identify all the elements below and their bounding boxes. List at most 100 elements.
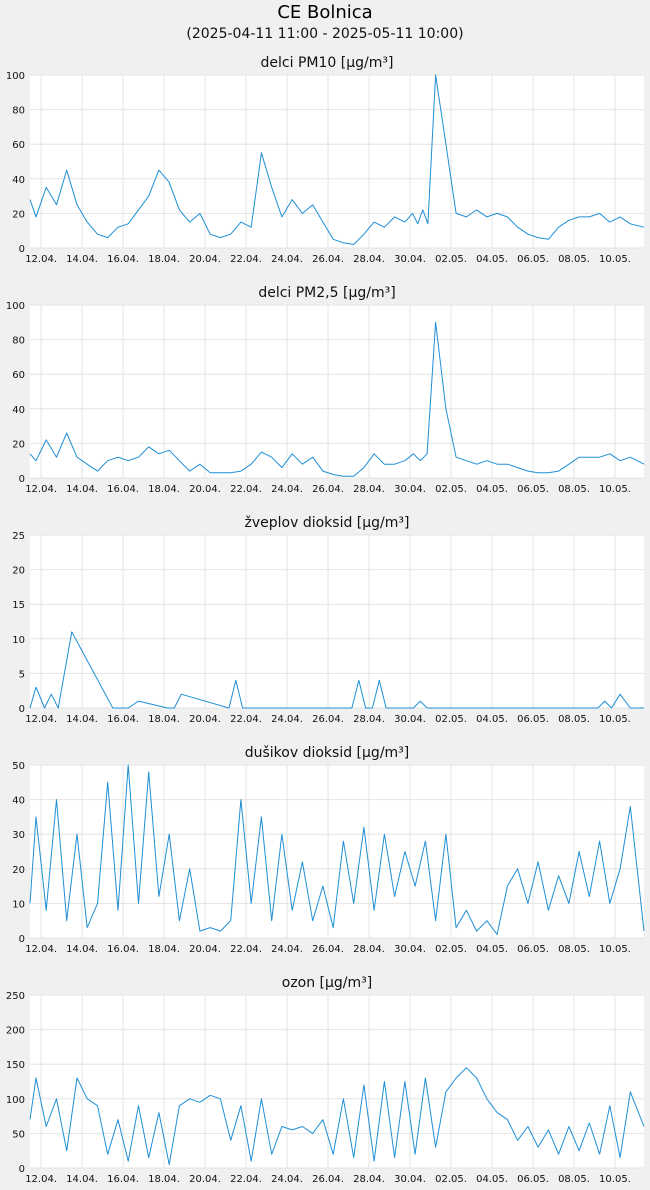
- x-tick-label: 08.05.: [558, 714, 590, 725]
- y-tick-label: 100: [6, 71, 25, 82]
- x-tick-label: 10.05.: [599, 1174, 631, 1185]
- plot-area: [30, 765, 644, 938]
- y-tick-label: 200: [6, 1026, 25, 1037]
- y-tick-label: 100: [6, 1095, 25, 1106]
- x-tick-label: 28.04.: [353, 254, 385, 265]
- y-tick-label: 0: [19, 934, 25, 945]
- chart-title: dušikov dioksid [µg/m³]: [245, 745, 410, 761]
- x-tick-label: 20.04.: [189, 254, 221, 265]
- x-tick-label: 26.04.: [312, 714, 344, 725]
- y-tick-label: 250: [6, 991, 25, 1002]
- x-tick-label: 02.05.: [435, 484, 467, 495]
- chart-title: ozon [µg/m³]: [282, 975, 373, 991]
- x-tick-label: 14.04.: [66, 254, 98, 265]
- x-tick-label: 12.04.: [25, 254, 57, 265]
- y-tick-label: 20: [12, 566, 25, 577]
- x-tick-label: 16.04.: [107, 944, 139, 955]
- x-tick-label: 30.04.: [394, 254, 426, 265]
- x-tick-label: 30.04.: [394, 714, 426, 725]
- y-tick-label: 150: [6, 1060, 25, 1071]
- y-tick-label: 50: [12, 1129, 25, 1140]
- x-tick-label: 18.04.: [148, 714, 180, 725]
- chart-title: delci PM10 [µg/m³]: [261, 55, 394, 71]
- x-tick-label: 28.04.: [353, 714, 385, 725]
- x-tick-label: 30.04.: [394, 1174, 426, 1185]
- chart-title: žveplov dioksid [µg/m³]: [245, 515, 410, 531]
- x-tick-label: 28.04.: [353, 944, 385, 955]
- chart-title: delci PM2,5 [µg/m³]: [258, 285, 395, 301]
- y-tick-label: 50: [12, 761, 25, 772]
- y-tick-label: 0: [19, 244, 25, 255]
- x-tick-label: 02.05.: [435, 1174, 467, 1185]
- chart-3: žveplov dioksid [µg/m³] 0 5 10 15 20 25 12.04. 1…: [12, 515, 644, 725]
- y-tick-label: 0: [19, 704, 25, 715]
- x-tick-label: 10.05.: [599, 714, 631, 725]
- x-tick-label: 24.04.: [271, 254, 303, 265]
- x-tick-label: 22.04.: [230, 944, 262, 955]
- x-tick-label: 12.04.: [25, 714, 57, 725]
- chart-4: dušikov dioksid [µg/m³] 0 10 20 30 40 50 12.04.…: [12, 745, 645, 955]
- y-tick-label: 40: [12, 796, 25, 807]
- x-tick-label: 26.04.: [312, 944, 344, 955]
- y-tick-label: 5: [19, 669, 25, 680]
- x-tick-label: 10.05.: [599, 254, 631, 265]
- x-tick-label: 10.05.: [599, 944, 631, 955]
- y-tick-label: 80: [12, 336, 25, 347]
- x-tick-label: 30.04.: [394, 944, 426, 955]
- x-tick-label: 08.05.: [558, 254, 590, 265]
- x-tick-label: 16.04.: [107, 714, 139, 725]
- x-tick-label: 28.04.: [353, 484, 385, 495]
- y-tick-label: 60: [12, 370, 25, 381]
- x-tick-label: 12.04.: [25, 1174, 57, 1185]
- x-tick-label: 20.04.: [189, 1174, 221, 1185]
- x-tick-label: 06.05.: [517, 944, 549, 955]
- plot-area: [30, 75, 644, 248]
- series-line: [29, 631, 644, 709]
- plot-area: [30, 995, 644, 1168]
- x-tick-label: 02.05.: [435, 254, 467, 265]
- y-tick-label: 10: [12, 635, 25, 646]
- date-range: (2025-04-11 11:00 - 2025-05-11 10:00): [186, 26, 464, 42]
- chart-2: delci PM2,5 [µg/m³] 0 20 40 60 80 100 12.04. 14.…: [6, 285, 645, 495]
- x-tick-label: 18.04.: [148, 944, 180, 955]
- series-line: [29, 1067, 645, 1165]
- y-tick-label: 20: [12, 209, 25, 220]
- x-tick-label: 04.05.: [476, 714, 508, 725]
- x-tick-label: 14.04.: [66, 484, 98, 495]
- y-tick-label: 10: [12, 899, 25, 910]
- y-tick-label: 0: [19, 1164, 25, 1175]
- chart-1: delci PM10 [µg/m³] 0 20 40 60 80 100 12.04. 14.0…: [6, 55, 645, 265]
- plot-area: [30, 535, 644, 708]
- x-tick-label: 16.04.: [107, 1174, 139, 1185]
- y-tick-label: 40: [12, 175, 25, 186]
- x-tick-label: 08.05.: [558, 484, 590, 495]
- x-tick-label: 08.05.: [558, 1174, 590, 1185]
- y-tick-label: 30: [12, 830, 25, 841]
- x-tick-label: 16.04.: [107, 484, 139, 495]
- station-title: CE Bolnica: [277, 2, 373, 23]
- x-tick-label: 24.04.: [271, 714, 303, 725]
- y-tick-label: 25: [12, 531, 25, 542]
- chart-5: ozon [µg/m³] 0 50 100 150 200 250 12.04. 14.04. 1…: [6, 975, 645, 1185]
- x-tick-label: 04.05.: [476, 1174, 508, 1185]
- y-tick-label: 20: [12, 439, 25, 450]
- x-tick-label: 02.05.: [435, 714, 467, 725]
- series-line: [29, 764, 645, 935]
- x-tick-label: 12.04.: [25, 484, 57, 495]
- x-tick-label: 06.05.: [517, 254, 549, 265]
- y-tick-label: 20: [12, 865, 25, 876]
- x-tick-label: 26.04.: [312, 254, 344, 265]
- x-tick-label: 10.05.: [599, 484, 631, 495]
- x-tick-label: 14.04.: [66, 944, 98, 955]
- y-tick-label: 100: [6, 301, 25, 312]
- x-tick-label: 24.04.: [271, 1174, 303, 1185]
- y-tick-label: 0: [19, 474, 25, 485]
- x-tick-label: 18.04.: [148, 254, 180, 265]
- x-tick-label: 18.04.: [148, 484, 180, 495]
- y-tick-label: 40: [12, 405, 25, 416]
- x-tick-label: 22.04.: [230, 484, 262, 495]
- x-tick-label: 04.05.: [476, 484, 508, 495]
- y-tick-label: 80: [12, 106, 25, 117]
